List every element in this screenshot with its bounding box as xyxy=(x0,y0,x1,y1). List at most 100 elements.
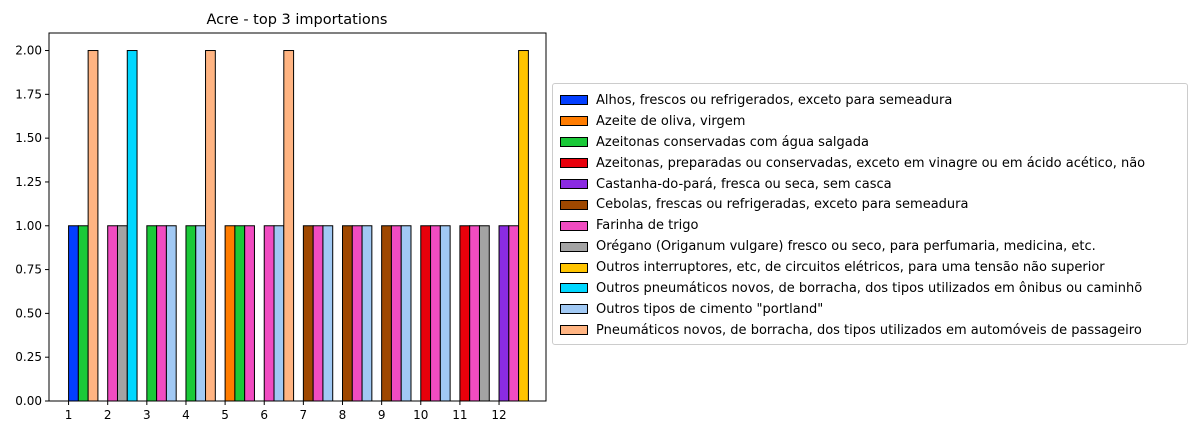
bar xyxy=(439,225,451,402)
bar xyxy=(156,225,167,402)
bar xyxy=(107,225,118,402)
bar xyxy=(195,225,207,402)
legend: Alhos, frescos ou refrigerados, exceto p… xyxy=(552,83,1188,345)
x-tick-label: 2 xyxy=(104,408,112,422)
bar xyxy=(478,225,490,402)
y-tick-label: 0.50 xyxy=(15,306,42,320)
bar xyxy=(361,225,373,402)
bar xyxy=(342,225,353,402)
y-axis: 0.00 0.25 0.50 0.75 1.00 1.25 1.50 1.75 2.00 xyxy=(15,44,49,408)
bar xyxy=(381,225,392,402)
y-tick-label: 0.75 xyxy=(15,263,42,277)
bar xyxy=(518,50,529,402)
legend-item: Alhos, frescos ou refrigerados, exceto p… xyxy=(560,90,1187,111)
legend-item: Orégano (Origanum vulgare) fresco ou sec… xyxy=(560,236,1187,257)
bar xyxy=(312,225,324,402)
y-tick-label: 1.75 xyxy=(15,87,42,101)
legend-swatch xyxy=(560,220,588,231)
legend-swatch xyxy=(560,179,588,189)
legend-item: Castanha-do-pará, fresca ou seca, sem ca… xyxy=(560,174,1187,195)
x-tick-label: 12 xyxy=(491,408,506,422)
bar xyxy=(322,225,334,402)
y-tick-label: 1.50 xyxy=(15,131,42,145)
legend-label: Farinha de trigo xyxy=(596,218,699,234)
x-tick-label: 1 xyxy=(65,408,73,422)
bar xyxy=(273,225,285,402)
bar xyxy=(498,225,510,402)
x-tick-label: 11 xyxy=(452,408,467,422)
bar xyxy=(430,225,441,402)
bar xyxy=(77,225,89,402)
bar xyxy=(205,50,216,402)
legend-label: Outros interruptores, etc, de circuitos … xyxy=(596,260,1105,276)
bar xyxy=(302,225,314,402)
legend-item: Cebolas, frescas ou refrigeradas, exceto… xyxy=(560,194,1187,215)
y-tick-label: 1.00 xyxy=(15,219,42,233)
bar xyxy=(185,225,197,402)
bar xyxy=(400,225,412,402)
bar xyxy=(224,225,236,402)
bar xyxy=(390,225,402,402)
y-tick-label: 0.25 xyxy=(15,350,42,364)
bar xyxy=(469,225,480,402)
legend-label: Alhos, frescos ou refrigerados, exceto p… xyxy=(596,92,953,108)
legend-item: Outros interruptores, etc, de circuitos … xyxy=(560,257,1187,278)
bars-layer xyxy=(68,50,529,402)
bar xyxy=(244,225,255,402)
legend-swatch xyxy=(560,262,588,273)
legend-swatch xyxy=(560,137,588,148)
x-tick-label: 8 xyxy=(339,408,347,422)
legend-swatch xyxy=(560,241,588,252)
legend-item: Outros tipos de cimento "portland" xyxy=(560,299,1187,320)
y-tick-label: 1.25 xyxy=(15,175,42,189)
x-tick-label: 9 xyxy=(378,408,386,422)
legend-item: Outros pneumáticos novos, de borracha, d… xyxy=(560,278,1187,299)
legend-item: Azeite de oliva, virgem xyxy=(560,111,1187,132)
bar xyxy=(126,50,138,402)
bar xyxy=(508,225,520,402)
x-axis: 1 2 3 4 5 6 7 8 9 10 11 12 xyxy=(65,401,507,422)
legend-label: Outros pneumáticos novos, de borracha, d… xyxy=(596,280,1143,296)
legend-swatch xyxy=(560,116,588,127)
legend-item: Pneumáticos novos, de borracha, dos tipo… xyxy=(560,320,1187,341)
bar xyxy=(87,50,99,402)
x-tick-label: 6 xyxy=(260,408,268,422)
bar xyxy=(283,50,295,402)
bar xyxy=(351,225,363,402)
bar xyxy=(263,225,275,402)
legend-swatch xyxy=(560,95,588,106)
x-tick-label: 3 xyxy=(143,408,151,422)
legend-label: Azeite de oliva, virgem xyxy=(596,113,746,129)
y-tick-label: 2.00 xyxy=(15,44,42,58)
y-tick-label: 0.00 xyxy=(15,394,42,408)
legend-swatch xyxy=(560,283,588,294)
legend-label: Outros tipos de cimento "portland" xyxy=(596,301,824,317)
legend-swatch xyxy=(560,158,588,169)
bar xyxy=(459,225,471,402)
legend-item: Azeitonas, preparadas ou conservadas, ex… xyxy=(560,153,1187,174)
legend-label: Azeitonas conservadas com água salgada xyxy=(596,134,869,150)
x-tick-label: 10 xyxy=(413,408,428,422)
x-tick-label: 7 xyxy=(300,408,308,422)
legend-label: Pneumáticos novos, de borracha, dos tipo… xyxy=(596,322,1142,338)
x-tick-label: 4 xyxy=(182,408,190,422)
legend-swatch xyxy=(560,304,588,315)
legend-item: Farinha de trigo xyxy=(560,215,1187,236)
plot-frame xyxy=(48,32,547,402)
legend-label: Castanha-do-pará, fresca ou seca, sem ca… xyxy=(596,176,892,192)
x-tick-label: 5 xyxy=(221,408,229,422)
legend-label: Orégano (Origanum vulgare) fresco ou sec… xyxy=(596,239,1096,255)
bar xyxy=(165,225,177,402)
bar xyxy=(420,225,432,402)
legend-label: Azeitonas, preparadas ou conservadas, ex… xyxy=(596,155,1146,171)
legend-item: Azeitonas conservadas com água salgada xyxy=(560,132,1187,153)
legend-swatch xyxy=(560,199,588,210)
bar xyxy=(116,225,128,402)
bar xyxy=(146,225,158,402)
bar xyxy=(234,225,246,402)
legend-label: Cebolas, frescas ou refrigeradas, exceto… xyxy=(596,197,969,213)
chart-title: Acre - top 3 importations xyxy=(207,12,388,28)
legend-swatch xyxy=(560,325,588,336)
bar xyxy=(68,225,79,402)
